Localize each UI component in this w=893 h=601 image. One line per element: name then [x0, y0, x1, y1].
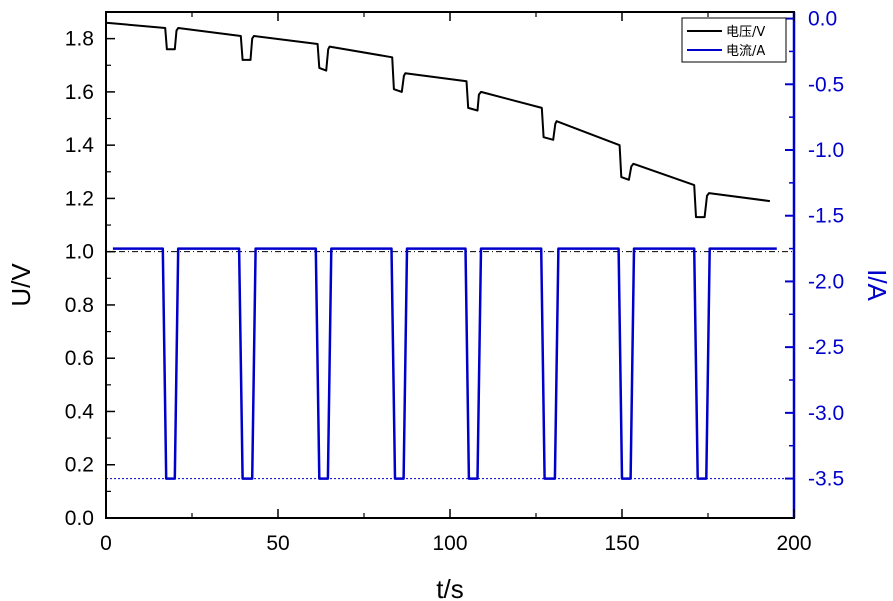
y2-tick-label-0: 0.0 — [808, 8, 837, 31]
y2-tick-label-2: -1.0 — [808, 139, 844, 162]
x-tick-label-1: 50 — [266, 532, 289, 555]
y-tick-label-0: 0.0 — [65, 507, 94, 530]
y-tick-label-1: 0.2 — [65, 454, 94, 477]
y-tick-label-6: 1.2 — [65, 187, 94, 210]
series-line-1 — [112, 247, 777, 480]
reference-lines — [106, 251, 794, 480]
y-tick-label-4: 0.8 — [65, 294, 94, 317]
y2-tick-label-1: -0.5 — [808, 73, 844, 96]
y2-tick-label-4: -2.0 — [808, 270, 844, 293]
y2-tick-label-5: -2.5 — [808, 336, 844, 359]
y2-tick-label-3: -1.5 — [808, 205, 844, 228]
y-axis-title: U/V — [6, 263, 36, 307]
y-tick-label-5: 1.0 — [65, 241, 94, 264]
y2-tick-label-7: -3.5 — [808, 468, 844, 491]
x-tick-label-3: 150 — [604, 532, 639, 555]
y-tick-label-9: 1.8 — [65, 28, 94, 51]
legend-box — [681, 17, 787, 63]
y-tick-label-8: 1.6 — [65, 81, 94, 104]
series-lines — [105, 21, 777, 480]
axis-ticks: 0 50 100 150 200 0.0 0.2 0.4 0.6 0.8 1.0 1.2 1.4 1.6 1… — [65, 8, 844, 555]
legend-label-voltage: 电压/V — [726, 25, 765, 40]
y2-tick-label-6: -3.0 — [808, 402, 844, 425]
x-axis-title: t/s — [436, 574, 463, 601]
y-tick-label-7: 1.4 — [65, 134, 95, 157]
y-tick-label-3: 0.6 — [65, 347, 94, 370]
series-line-0 — [105, 21, 771, 219]
y-tick-label-2: 0.4 — [65, 400, 95, 423]
y2-axis-title: I/A — [862, 269, 892, 301]
x-tick-label-2: 100 — [432, 532, 467, 555]
legend: 电压/V 电流/A — [681, 17, 787, 63]
legend-label-current: 电流/A — [726, 44, 765, 59]
x-tick-label-4: 200 — [776, 532, 811, 555]
x-tick-label-0: 0 — [100, 532, 112, 555]
